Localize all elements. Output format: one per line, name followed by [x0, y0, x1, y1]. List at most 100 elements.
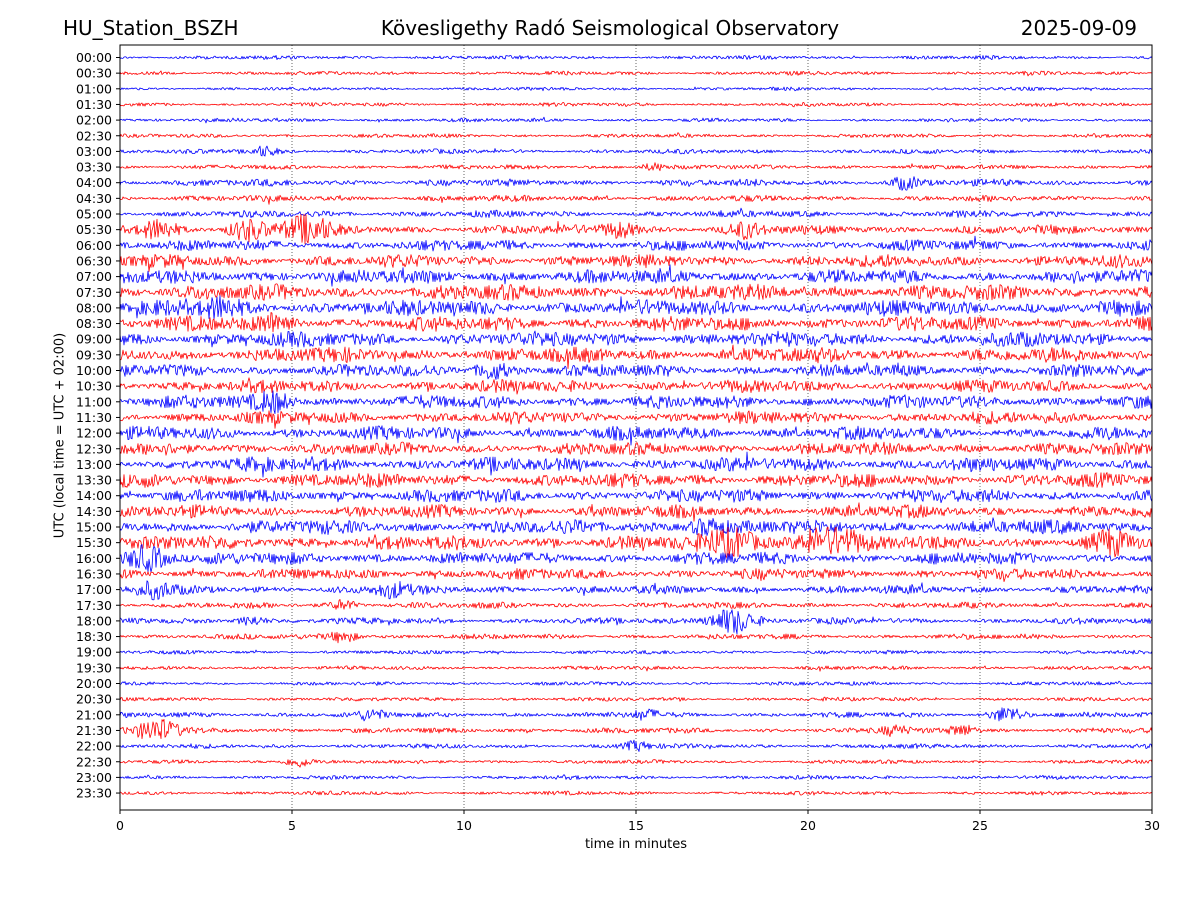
y-tick-label-19:00: 19:00 — [76, 645, 112, 660]
y-tick-label-14:30: 14:30 — [76, 504, 112, 519]
y-tick-label-21:00: 21:00 — [76, 707, 112, 722]
y-tick-label-07:30: 07:30 — [76, 285, 112, 300]
y-tick-label-19:30: 19:30 — [76, 660, 112, 675]
trace-00:30 — [119, 70, 1153, 77]
trace-12:30 — [119, 441, 1153, 456]
y-tick-label-05:30: 05:30 — [76, 222, 112, 237]
y-tick-label-09:00: 09:00 — [76, 332, 112, 347]
y-tick-label-15:30: 15:30 — [76, 535, 112, 550]
trace-19:30 — [119, 665, 1153, 672]
y-tick-label-09:30: 09:30 — [76, 347, 112, 362]
y-tick-label-08:30: 08:30 — [76, 316, 112, 331]
y-tick-label-08:00: 08:00 — [76, 300, 112, 315]
y-tick-label-01:30: 01:30 — [76, 97, 112, 112]
y-tick-label-23:00: 23:00 — [76, 770, 112, 785]
trace-21:00 — [119, 707, 1153, 722]
y-tick-label-16:30: 16:30 — [76, 566, 112, 581]
trace-16:30 — [119, 567, 1153, 582]
x-tick-label-20: 20 — [800, 818, 816, 833]
trace-01:30 — [119, 102, 1153, 108]
y-tick-label-02:00: 02:00 — [76, 113, 112, 128]
y-tick-label-16:00: 16:00 — [76, 551, 112, 566]
trace-17:30 — [119, 599, 1153, 610]
y-tick-label-14:00: 14:00 — [76, 488, 112, 503]
station-name: HU_Station_BSZH — [63, 16, 239, 40]
y-tick-label-06:30: 06:30 — [76, 253, 112, 268]
y-tick-label-11:00: 11:00 — [76, 394, 112, 409]
trace-03:00 — [119, 145, 1153, 157]
x-tick-label-5: 5 — [288, 818, 296, 833]
y-tick-label-04:00: 04:00 — [76, 175, 112, 190]
trace-20:00 — [119, 680, 1152, 686]
x-tick-label-25: 25 — [972, 818, 988, 833]
trace-10:00 — [119, 362, 1153, 380]
y-tick-label-03:00: 03:00 — [76, 144, 112, 159]
trace-09:00 — [119, 330, 1153, 348]
trace-14:30 — [119, 502, 1153, 522]
chart-title: Kövesligethy Radó Seismological Observat… — [380, 16, 840, 40]
trace-04:00 — [119, 176, 1153, 191]
trace-20:30 — [119, 696, 1153, 702]
y-tick-label-07:00: 07:00 — [76, 269, 112, 284]
x-tick-labels: 0 5 10 15 20 25 30 — [116, 810, 1160, 833]
seismic-traces — [119, 55, 1153, 796]
trace-12:00 — [119, 425, 1153, 446]
trace-18:00 — [119, 609, 1153, 635]
trace-14:00 — [119, 488, 1153, 504]
y-tick-label-17:00: 17:00 — [76, 582, 112, 597]
trace-18:30 — [119, 631, 1153, 644]
trace-10:30 — [119, 377, 1153, 395]
y-tick-label-12:30: 12:30 — [76, 441, 112, 456]
y-tick-label-18:30: 18:30 — [76, 629, 112, 644]
y-tick-label-18:00: 18:00 — [76, 613, 112, 628]
trace-22:00 — [119, 739, 1153, 752]
trace-02:30 — [119, 132, 1153, 139]
y-tick-label-20:30: 20:30 — [76, 692, 112, 707]
trace-07:00 — [119, 264, 1153, 287]
y-tick-label-13:30: 13:30 — [76, 473, 112, 488]
y-tick-label-17:30: 17:30 — [76, 598, 112, 613]
trace-15:00 — [119, 517, 1153, 537]
y-tick-label-04:30: 04:30 — [76, 191, 112, 206]
y-tick-label-02:30: 02:30 — [76, 128, 112, 143]
y-axis-label: UTC (local time = UTC + 02:00) — [52, 332, 68, 539]
trace-06:30 — [119, 254, 1153, 272]
y-tick-label-01:00: 01:00 — [76, 81, 112, 96]
y-tick-label-05:00: 05:00 — [76, 207, 112, 222]
x-tick-label-10: 10 — [456, 818, 472, 833]
trace-17:00 — [119, 580, 1153, 601]
trace-08:30 — [119, 312, 1153, 333]
trace-07:30 — [119, 283, 1153, 301]
trace-11:00 — [119, 390, 1153, 414]
trace-05:00 — [120, 207, 1153, 219]
trace-03:30 — [119, 162, 1153, 172]
trace-21:30 — [119, 718, 1153, 740]
trace-16:00 — [119, 544, 1153, 573]
trace-02:00 — [119, 116, 1153, 124]
y-tick-label-22:30: 22:30 — [76, 754, 112, 769]
trace-09:30 — [119, 344, 1153, 369]
y-tick-label-00:30: 00:30 — [76, 66, 112, 81]
y-tick-labels: 00:0000:3001:0001:3002:0002:3003:0003:30… — [76, 50, 120, 801]
y-tick-label-06:00: 06:00 — [76, 238, 112, 253]
y-tick-label-20:00: 20:00 — [76, 676, 112, 691]
y-tick-label-21:30: 21:30 — [76, 723, 112, 738]
x-tick-label-0: 0 — [116, 818, 124, 833]
x-axis-label: time in minutes — [584, 837, 688, 852]
trace-04:30 — [119, 194, 1153, 205]
y-tick-label-10:00: 10:00 — [76, 363, 112, 378]
trace-11:30 — [119, 410, 1153, 429]
trace-06:00 — [119, 235, 1153, 252]
trace-05:30 — [119, 213, 1153, 245]
trace-13:00 — [119, 451, 1153, 478]
y-tick-label-03:30: 03:30 — [76, 160, 112, 175]
y-tick-label-10:30: 10:30 — [76, 379, 112, 394]
grid-lines — [291, 45, 981, 810]
y-tick-label-11:30: 11:30 — [76, 410, 112, 425]
trace-22:30 — [119, 759, 1153, 768]
trace-23:00 — [119, 774, 1153, 780]
trace-19:00 — [119, 649, 1153, 655]
x-tick-label-30: 30 — [1144, 818, 1160, 833]
y-tick-label-15:00: 15:00 — [76, 520, 112, 535]
